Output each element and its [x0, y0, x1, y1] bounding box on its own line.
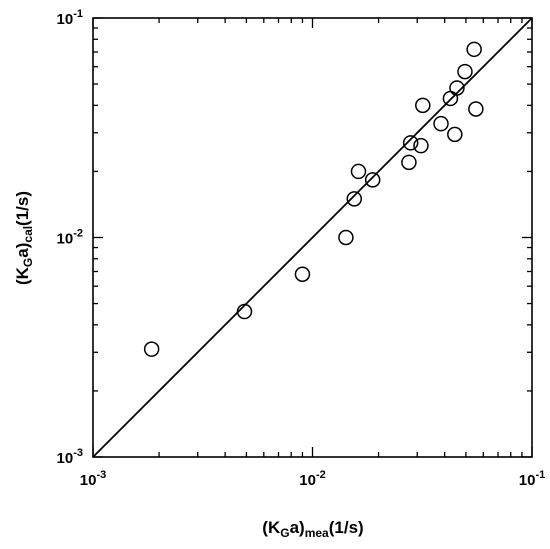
data-point [413, 137, 429, 154]
reference-line-y-equals-x [92, 17, 533, 458]
data-point [447, 126, 463, 143]
x-tick-label: 10-3 [80, 469, 106, 489]
data-point [457, 63, 473, 80]
y-tick-label: 10-1 [57, 8, 83, 28]
x-axis-title: (KGa)mea(1/s) [262, 518, 363, 540]
data-point [338, 229, 354, 246]
x-tick-label: 10-1 [519, 469, 545, 489]
data-point [350, 163, 367, 180]
x-tick-label: 10-2 [299, 469, 325, 489]
data-point [346, 191, 363, 207]
y-axis-title: (KGa)cal(1/s) [13, 191, 35, 285]
y-tick-label: 10-2 [57, 228, 83, 248]
data-point [401, 154, 417, 171]
data-point [415, 97, 431, 114]
data-point [143, 341, 160, 357]
data-point [468, 101, 484, 117]
chart-marks: 10-3 10-2 10-1 10-3 10-2 10-1 [57, 8, 546, 489]
y-tick-label: 10-3 [57, 447, 83, 467]
data-point [449, 80, 465, 96]
data-point [364, 172, 381, 188]
data-point [402, 135, 419, 151]
data-point [433, 115, 449, 132]
data-point [236, 303, 253, 320]
data-point [466, 41, 482, 58]
data-point [294, 266, 311, 283]
